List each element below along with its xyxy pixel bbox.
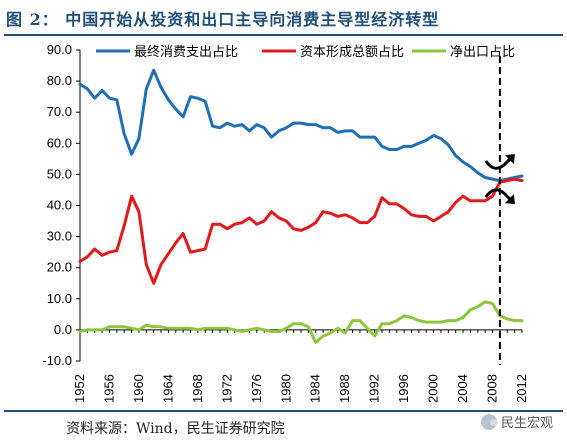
figure-title: 图 2： 中国开始从投资和出口主导向消费主导型经济转型 [6,10,440,29]
x-tick-label: 2012 [514,374,529,403]
legend-label-1: 最终消费支出占比 [134,44,238,60]
x-tick-label: 1956 [101,374,116,403]
x-tick-label: 1992 [367,374,382,403]
watermark-text: 民生宏观 [500,416,553,431]
source-note: 资料来源：Wind，民生证券研究院 [66,421,285,437]
x-tick-label: 1960 [131,374,146,403]
y-tick-label: 10.0 [47,291,72,306]
y-tick-label: 40.0 [47,198,72,213]
wechat-icon [480,413,498,430]
x-tick-label: 2004 [455,374,470,403]
arrowhead-up-icon [504,154,515,165]
arrowhead-down-icon [504,194,515,205]
legend-label-2: 资本形成总额占比 [300,45,404,60]
x-tick-label: 1980 [278,374,293,403]
y-tick-label: 60.0 [47,135,72,150]
y-tick-label: 80.0 [47,73,72,88]
y-tick-label: 70.0 [47,104,72,119]
x-tick-label: 2000 [426,374,441,403]
x-tick-label: 1952 [72,374,87,403]
x-tick-label: 1964 [160,374,175,403]
y-tick-label: 0.0 [54,322,72,337]
line-chart: -10.0 0.0 10.0 20.0 30.0 40.0 50.0 60.0 70.0 80.0… [42,42,529,403]
y-tick-label: -10.0 [42,353,72,368]
x-tick-label: 1984 [308,374,323,403]
title-divider [4,34,563,36]
series-layer [78,68,524,344]
legend-label-3: 净出口占比 [450,45,515,60]
x-tick-label: 1976 [249,374,264,403]
y-tick-label: 50.0 [47,166,72,181]
x-tick-label: 1988 [337,374,352,403]
chart-legend: 最终消费支出占比 资本形成总额占比 净出口占比 [96,44,515,60]
watermark: 民生宏观 [480,412,553,431]
series-line-1 [78,68,524,183]
x-tick-label: 2008 [485,374,500,403]
arrow-down-icon [484,188,513,203]
x-tick-label: 1972 [219,374,234,403]
series-line-2 [78,177,524,285]
y-tick-label: 90.0 [47,42,72,57]
x-tick-label: 1996 [396,374,411,403]
series-line-3 [78,300,524,344]
chart-axes: -10.0 0.0 10.0 20.0 30.0 40.0 50.0 60.0 70.0 80.0… [42,42,529,403]
y-tick-label: 20.0 [47,260,72,275]
arrow-up-icon [484,156,513,170]
x-tick-label: 1968 [190,374,205,403]
annotation-layer [484,56,515,365]
footer-divider [4,410,563,412]
y-tick-label: 30.0 [47,229,72,244]
